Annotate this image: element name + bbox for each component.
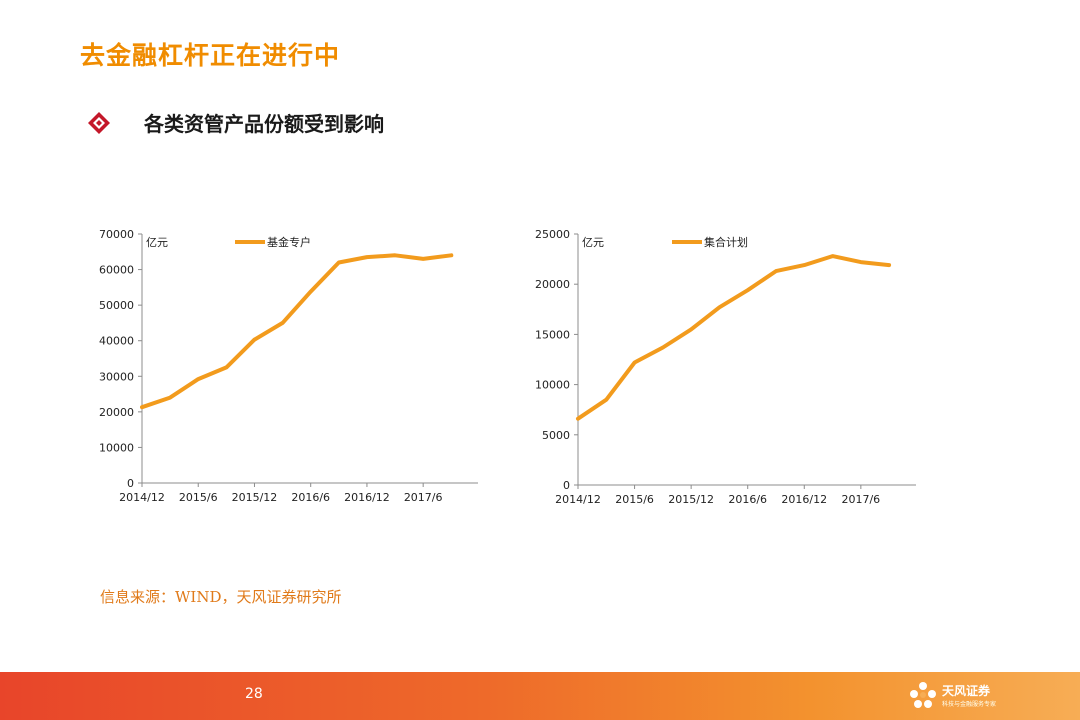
x-tick-label: 2015/6 — [615, 493, 654, 506]
y-tick-label: 0 — [127, 477, 134, 490]
x-tick-label: 2015/12 — [232, 491, 278, 504]
brand-tagline: 科技与金融服务专家 — [942, 701, 997, 708]
x-tick-label: 2016/12 — [344, 491, 390, 504]
y-tick-label: 15000 — [535, 328, 570, 341]
y-tick-label: 50000 — [99, 299, 134, 312]
x-tick-label: 2016/6 — [728, 493, 767, 506]
y-tick-label: 0 — [563, 479, 570, 492]
y-tick-label: 20000 — [99, 406, 134, 419]
y-unit-label: 亿元 — [582, 236, 604, 249]
y-tick-label: 10000 — [535, 379, 570, 392]
y-tick-label: 5000 — [542, 429, 570, 442]
legend-label: 基金专户 — [267, 235, 311, 249]
x-tick-label: 2017/6 — [841, 493, 880, 506]
x-tick-label: 2016/12 — [781, 493, 827, 506]
brand: 天风证券 科技与金融服务专家 — [908, 680, 996, 710]
y-tick-label: 25000 — [535, 228, 570, 241]
chart-fund-special-account: 0 10000 20000 30000 40000 50000 60000 70000 亿元 20… — [80, 220, 510, 524]
brand-name: 天风证券 — [942, 684, 991, 698]
y-tick-label: 60000 — [99, 264, 134, 277]
series-line — [576, 254, 892, 421]
page-number: 28 — [245, 686, 263, 702]
y-tick-label: 40000 — [99, 335, 134, 348]
chart-collective-plan: 0 5000 10000 15000 20000 25000 亿元 2014/12 2015/6… — [520, 220, 940, 524]
y-unit-label: 亿元 — [146, 236, 168, 249]
y-tick-label: 70000 — [99, 228, 134, 241]
x-tick-label: 2015/6 — [179, 491, 218, 504]
legend-label: 集合计划 — [704, 235, 748, 249]
bullet-row: 各类资管产品份额受到影响 — [88, 108, 384, 137]
x-tick-label: 2016/6 — [291, 491, 330, 504]
footer-bar: 28 天风证券 科技与金融服务专家 — [0, 672, 1080, 720]
y-tick-label: 30000 — [99, 370, 134, 383]
series-line — [140, 253, 454, 410]
x-tick-label: 2014/12 — [119, 491, 165, 504]
bullet-diamond-icon — [88, 111, 110, 134]
chart-svg: 0 5000 10000 15000 20000 25000 亿元 2014/12 2015/6… — [535, 228, 916, 506]
bullet-text: 各类资管产品份额受到影响 — [144, 112, 384, 136]
brand-logo-icon — [910, 682, 936, 708]
y-tick-label: 20000 — [535, 278, 570, 291]
x-tick-label: 2017/6 — [404, 491, 443, 504]
source-note: 信息来源：WIND，天风证券研究所 — [100, 588, 342, 606]
y-tick-label: 10000 — [99, 441, 134, 454]
slide-title: 去金融杠杆正在进行中 — [80, 41, 341, 70]
chart-svg: 0 10000 20000 30000 40000 50000 60000 70000 亿元 20… — [99, 228, 478, 504]
x-tick-label: 2015/12 — [668, 493, 714, 506]
x-tick-label: 2014/12 — [555, 493, 601, 506]
